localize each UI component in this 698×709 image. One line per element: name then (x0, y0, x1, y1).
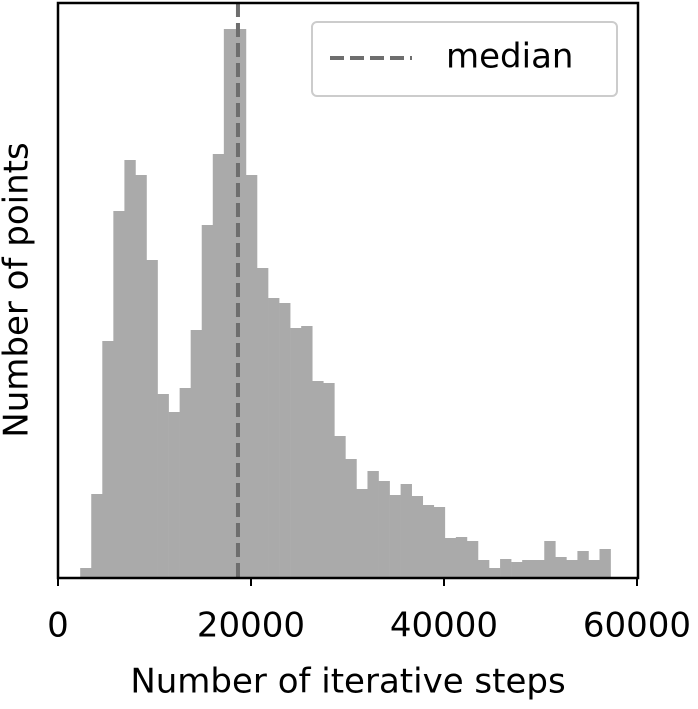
bar (279, 303, 291, 578)
legend-label: median (446, 37, 573, 77)
bar (345, 459, 357, 578)
x-axis-label: Number of iterative steps (130, 662, 565, 702)
bar (577, 551, 589, 578)
bar (256, 268, 269, 578)
bar (378, 481, 390, 578)
x-tick-label: 60000 (583, 606, 691, 646)
bar (245, 175, 258, 578)
bar (544, 541, 556, 578)
bar (400, 484, 412, 578)
bar (334, 436, 346, 578)
bar (455, 537, 468, 578)
bar (146, 260, 158, 578)
bar (234, 29, 247, 578)
bar (157, 394, 169, 578)
bar (555, 557, 567, 578)
bar (223, 29, 236, 578)
bar (489, 568, 501, 578)
bar (588, 560, 600, 578)
bar (301, 326, 313, 578)
bar (124, 160, 136, 578)
bar (389, 495, 401, 578)
x-tick-label: 40000 (390, 606, 498, 646)
bar (444, 538, 457, 578)
bar (511, 562, 523, 578)
bar (102, 341, 114, 578)
bar (599, 549, 611, 578)
bar (356, 489, 368, 578)
bar (533, 560, 545, 578)
bar (522, 560, 534, 578)
bar (190, 330, 203, 578)
bar (212, 154, 225, 578)
bar (80, 568, 92, 578)
bar (168, 412, 180, 578)
bar (566, 560, 578, 578)
plot-frame (56, 1, 640, 580)
bar (312, 381, 324, 578)
bar (411, 496, 424, 578)
bar (268, 298, 280, 578)
bar (323, 383, 335, 578)
x-tick-label: 0 (47, 606, 69, 646)
bar (201, 225, 214, 578)
bar (91, 494, 103, 578)
bar (135, 175, 147, 578)
bar (433, 507, 446, 578)
bar (113, 211, 125, 578)
y-axis-label: Number of points (0, 142, 37, 437)
bar (290, 328, 302, 578)
bar (422, 505, 435, 578)
bars (80, 29, 611, 578)
bar (179, 388, 191, 578)
bar (477, 560, 490, 578)
bar (500, 559, 512, 578)
bar (466, 541, 479, 578)
bar (367, 471, 379, 578)
legend-box (311, 21, 618, 97)
x-tick-label: 20000 (197, 606, 305, 646)
